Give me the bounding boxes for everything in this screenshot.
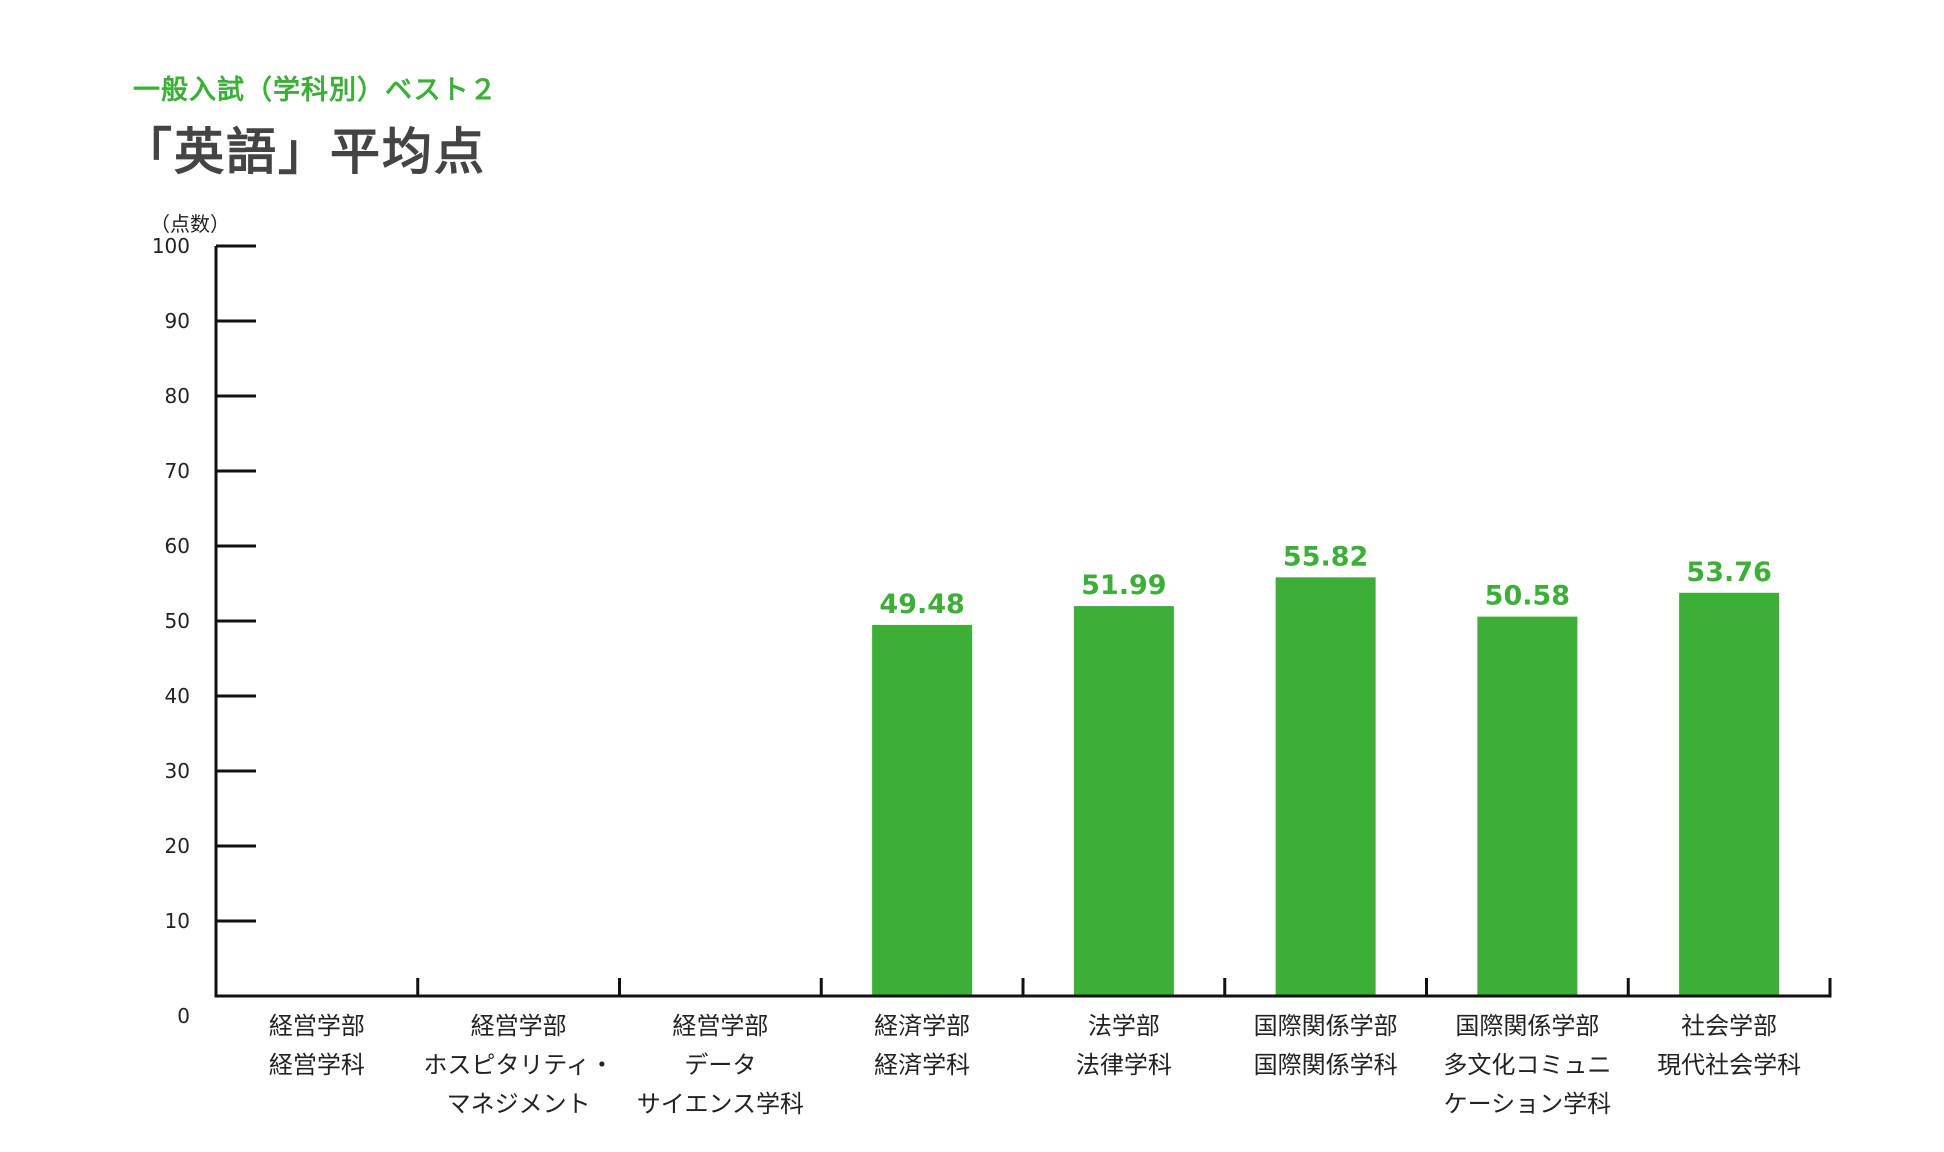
data-label-3: 49.48 <box>879 589 964 620</box>
category-label-4-1: 法律学科 <box>1076 1051 1172 1079</box>
data-label-4: 51.99 <box>1081 570 1166 601</box>
category-label-2-1: データ <box>684 1051 756 1079</box>
bar-4 <box>1073 606 1174 996</box>
y-tick-label-60: 60 <box>165 534 190 558</box>
category-label-5-1: 国際関係学科 <box>1254 1051 1398 1079</box>
y-tick-label-10: 10 <box>165 909 190 933</box>
y-tick-label-70: 70 <box>165 459 190 483</box>
y-tick-label-20: 20 <box>165 834 190 858</box>
category-label-1-2: マネジメント <box>447 1090 591 1118</box>
category-label-6-0: 国際関係学部 <box>1455 1012 1599 1040</box>
bar-6 <box>1477 616 1578 996</box>
data-label-6: 50.58 <box>1485 581 1570 612</box>
category-label-5-0: 国際関係学部 <box>1254 1012 1398 1040</box>
y-tick-label-30: 30 <box>165 759 190 783</box>
y-tick-label-100: 100 <box>152 234 190 258</box>
category-label-7-1: 現代社会学科 <box>1657 1051 1801 1079</box>
data-label-7: 53.76 <box>1686 557 1771 588</box>
category-label-3-1: 経済学科 <box>874 1051 970 1079</box>
chart-title: 「英語」平均点 <box>122 123 486 181</box>
category-label-4-0: 法学部 <box>1088 1012 1160 1040</box>
chart-subtitle: 一般入試（学科別）ベスト２ <box>133 75 498 106</box>
y-axis-unit-label: （点数） <box>150 212 230 236</box>
category-label-6-2: ケーション学科 <box>1444 1090 1612 1118</box>
category-label-0-1: 経営学科 <box>269 1051 365 1079</box>
bar-3 <box>872 624 973 996</box>
y-tick-label-80: 80 <box>165 384 190 408</box>
y-tick-label-50: 50 <box>165 609 190 633</box>
y-tick-label-0: 0 <box>177 1004 190 1028</box>
category-label-1-1: ホスピタリティ・ <box>423 1051 614 1079</box>
category-label-7-0: 社会学部 <box>1681 1012 1777 1040</box>
category-label-2-2: サイエンス学科 <box>637 1090 804 1118</box>
category-label-1-0: 経営学部 <box>471 1012 567 1040</box>
data-label-5: 55.82 <box>1283 541 1368 572</box>
category-label-2-0: 経営学部 <box>672 1012 768 1040</box>
category-label-0-0: 経営学部 <box>269 1012 365 1040</box>
bar-5 <box>1275 577 1376 996</box>
y-tick-label-40: 40 <box>165 684 190 708</box>
y-tick-label-90: 90 <box>165 309 190 333</box>
category-label-3-0: 経済学部 <box>874 1012 970 1040</box>
category-label-6-1: 多文化コミュニ <box>1443 1051 1611 1079</box>
bar-7 <box>1679 592 1780 996</box>
